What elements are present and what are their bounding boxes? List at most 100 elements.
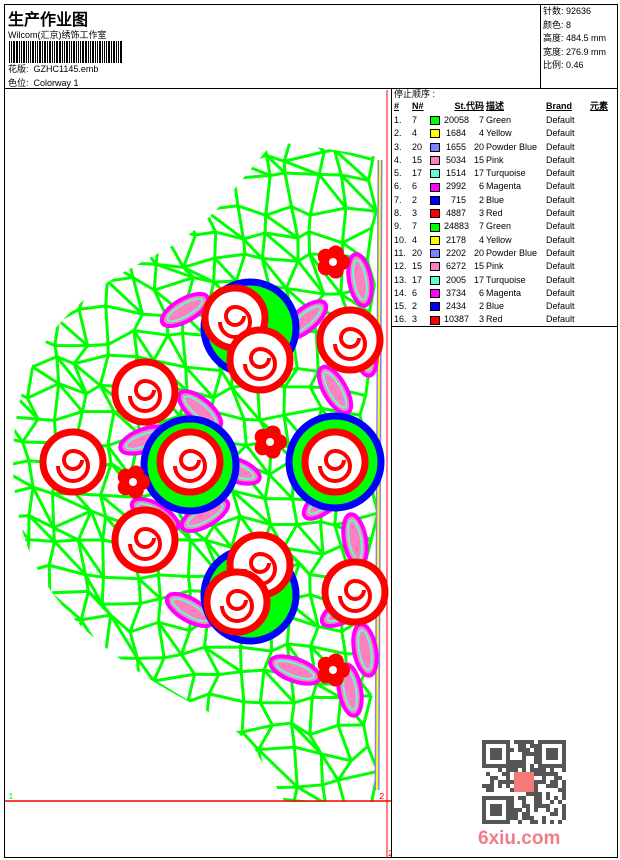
lattice-line [184, 366, 215, 399]
lattice-line [195, 230, 216, 237]
table-row[interactable]: 2. 4 1684 4 Yellow Default [394, 127, 616, 140]
lattice-line [84, 574, 104, 605]
lattice-line [308, 733, 323, 755]
table-cell: 6. [394, 181, 402, 192]
table-row[interactable]: 14. 6 3734 6 Magenta Default [394, 287, 616, 300]
lattice-line [12, 386, 40, 421]
table-row[interactable]: 5. 17 1514 17 Turquoise Default [394, 167, 616, 180]
table-row[interactable]: 16. 3 10387 3 Red Default [394, 313, 616, 326]
table-cell: 17 [473, 274, 484, 285]
lattice-line [74, 492, 93, 513]
lattice-line [241, 730, 260, 751]
table-cell: 7 [412, 221, 418, 232]
stat-value: 0.46 [566, 60, 584, 70]
table-row[interactable]: 13. 17 2005 17 Turquoise Default [394, 274, 616, 287]
qr-code[interactable] [482, 740, 566, 824]
rose-petal [243, 346, 277, 381]
lattice-line [308, 386, 323, 409]
lattice-line [184, 142, 191, 156]
barcode-bar [106, 41, 107, 63]
lattice-line [52, 527, 56, 542]
lattice-line [24, 231, 40, 262]
lattice-line [183, 256, 216, 269]
table-cell: 20 [412, 141, 423, 152]
lattice-line [320, 520, 336, 527]
table-row[interactable]: 4. 15 5034 15 Pink Default [394, 154, 616, 167]
table-cell: 1684 [445, 128, 466, 139]
stat-value: 8 [566, 19, 572, 30]
barcode-bar [73, 41, 75, 63]
lattice-line [12, 415, 24, 443]
lattice-line [53, 509, 92, 529]
barcode-bar [78, 41, 79, 63]
table-cell: Blue [486, 301, 505, 312]
lattice-line [218, 670, 242, 677]
lattice-line [80, 613, 111, 622]
color-swatch-box [430, 275, 440, 285]
lattice-line [73, 362, 102, 387]
stat-4: 比例: 0.46 [543, 60, 584, 70]
lattice-line [153, 672, 195, 683]
lattice-line [31, 486, 55, 529]
table-cell: Default [546, 141, 575, 152]
table-cell: 2 [412, 194, 418, 205]
table-row[interactable]: 8. 3 4887 3 Red Default [394, 207, 616, 220]
lattice-line [155, 703, 170, 722]
lattice-line [213, 257, 238, 283]
table-cell: Yellow [486, 234, 512, 245]
lattice-line [36, 674, 64, 695]
lattice-line [315, 682, 342, 699]
barcode-bar [99, 41, 101, 63]
lattice-line [107, 329, 135, 346]
table-cell: 16. [394, 314, 407, 325]
lattice-line [297, 367, 319, 373]
table-row[interactable]: 7. 2 715 2 Blue Default [394, 194, 616, 207]
table-cell: 15. [394, 301, 407, 312]
color-swatch-box [430, 182, 440, 192]
barcode-bar [85, 41, 87, 63]
lattice-line [208, 784, 239, 789]
lattice-line [319, 753, 340, 781]
table-row[interactable]: 10. 4 2178 4 Yellow Default [394, 234, 616, 247]
lattice-line [205, 161, 239, 167]
table-cell: 4887 [445, 208, 466, 219]
lattice-line [24, 259, 58, 289]
table-row[interactable]: 9. 7 24883 7 Green Default [394, 220, 616, 233]
column-header: 代码 [466, 101, 485, 111]
page-frame [4, 4, 618, 858]
lattice-line [259, 142, 269, 156]
lattice-line [341, 226, 373, 245]
lattice-line [49, 153, 56, 174]
small-flower-center [329, 258, 337, 266]
table-row[interactable]: 1. 7 20058 7 Green Default [394, 114, 616, 127]
table-row[interactable]: 12. 15 6272 15 Pink Default [394, 260, 616, 273]
stat-value: 276.9 mm [566, 46, 607, 57]
column-header [430, 100, 444, 114]
lattice-line [309, 723, 339, 737]
color-swatch [430, 247, 444, 260]
color-swatch-box [430, 129, 440, 139]
lattice-line [103, 656, 117, 674]
lattice-line [128, 602, 142, 633]
lattice-line [137, 577, 162, 600]
small-flower-petal [127, 465, 144, 482]
lattice-line [49, 589, 89, 595]
lattice-line [22, 331, 35, 368]
barcode-bar [42, 41, 43, 63]
lattice-line [337, 769, 379, 782]
table-cell: Pink [486, 261, 504, 272]
lattice-line [85, 210, 90, 242]
table-cell: 3 [478, 314, 484, 325]
lattice-line [307, 215, 312, 232]
table-row[interactable]: 3. 20 1655 20 Powder Blue Default [394, 141, 616, 154]
table-row[interactable]: 15. 2 2434 2 Blue Default [394, 300, 616, 313]
lattice-line [106, 411, 116, 446]
lattice-line [137, 656, 165, 660]
table-row[interactable]: 6. 6 2992 6 Magenta Default [394, 180, 616, 193]
lattice-line [129, 620, 159, 634]
lattice-line [261, 257, 288, 290]
table-row[interactable]: 11. 20 2202 20 Powder Blue Default [394, 247, 616, 260]
lattice-line [53, 209, 88, 218]
lattice-line [51, 493, 56, 528]
barcode-bar [54, 41, 55, 63]
